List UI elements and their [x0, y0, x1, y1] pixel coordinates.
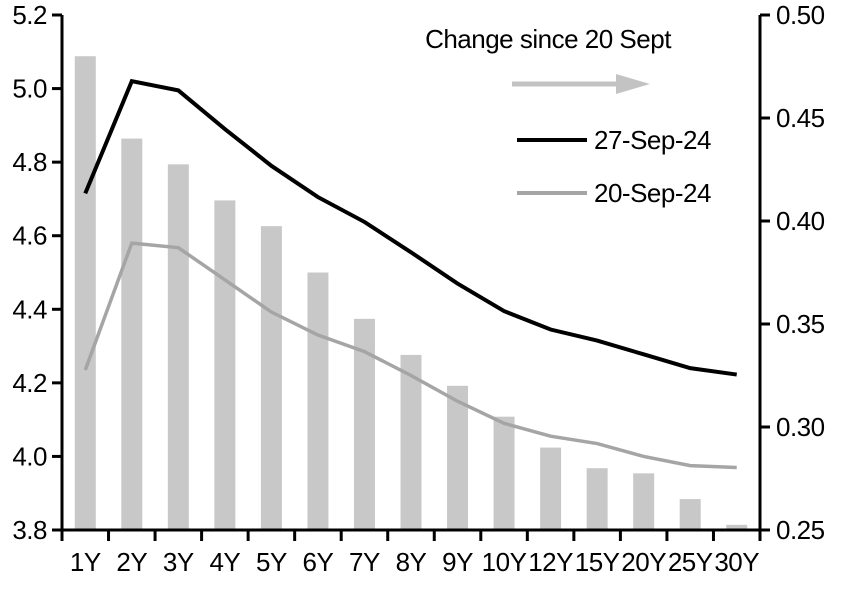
x-axis-tick-label: 8Y: [396, 547, 427, 577]
bar: [400, 354, 422, 530]
left-axis-tick-label: 3.8: [12, 515, 47, 545]
right-arrow-icon: [512, 74, 650, 94]
left-axis-tick-label: 4.2: [12, 368, 47, 398]
right-axis-tick-label: 0.25: [776, 515, 825, 545]
bar: [353, 318, 375, 530]
bar: [260, 226, 282, 530]
left-axis-tick-label: 4.0: [12, 441, 47, 471]
bar: [121, 138, 143, 530]
bar: [214, 200, 236, 530]
bar: [74, 56, 96, 530]
right-axis-tick-label: 0.50: [776, 0, 825, 30]
left-axis-tick-label: 5.0: [12, 74, 47, 104]
bar: [493, 416, 515, 530]
line-27-sep-24: [83, 78, 738, 377]
line-swatch-20-sep-24: [517, 191, 587, 195]
bar: [540, 447, 562, 530]
legend-title: Change since 20 Sept: [425, 24, 671, 54]
x-axis-tick-label: 3Y: [163, 547, 194, 577]
bar: [586, 468, 608, 530]
x-axis-tick-label: 20Y: [621, 547, 666, 577]
legend-label-27-sep-24: 27-Sep-24: [594, 124, 711, 155]
line-20-sep-24: [83, 241, 737, 470]
bar: [633, 473, 655, 530]
x-axis-tick-label: 1Y: [70, 547, 101, 577]
bar: [726, 524, 748, 530]
right-axis-tick-label: 0.45: [776, 103, 825, 133]
line-swatch-27-sep-24: [517, 138, 587, 142]
x-axis-tick-label: 25Y: [668, 547, 713, 577]
bar: [679, 499, 701, 530]
x-axis-tick-label: 7Y: [349, 547, 380, 577]
x-axis-tick-label: 5Y: [256, 547, 287, 577]
bar: [447, 385, 469, 530]
legend-label-20-sep-24: 20-Sep-24: [594, 177, 711, 208]
x-axis-tick-label: 15Y: [575, 547, 620, 577]
legend-item-27-sep-24: 27-Sep-24: [517, 124, 711, 155]
right-axis-tick-label: 0.35: [776, 309, 825, 339]
x-axis-tick-label: 10Y: [482, 547, 527, 577]
left-axis-tick-label: 4.4: [12, 294, 47, 324]
x-axis-tick-label: 12Y: [528, 547, 573, 577]
left-axis-tick-label: 4.6: [12, 221, 47, 251]
x-axis-tick-label: 6Y: [303, 547, 334, 577]
left-axis-tick-label: 4.8: [12, 147, 47, 177]
x-axis-tick-label: 4Y: [209, 547, 240, 577]
left-axis-tick-label: 5.2: [12, 0, 47, 30]
legend-item-20-sep-24: 20-Sep-24: [517, 177, 711, 208]
right-axis-tick-label: 0.30: [776, 412, 825, 442]
x-axis-tick-label: 2Y: [116, 547, 147, 577]
right-axis-tick-label: 0.40: [776, 206, 825, 236]
bar: [307, 272, 329, 530]
x-axis-tick-label: 30Y: [714, 547, 759, 577]
x-axis-tick-label: 9Y: [442, 547, 473, 577]
bar: [167, 164, 189, 530]
